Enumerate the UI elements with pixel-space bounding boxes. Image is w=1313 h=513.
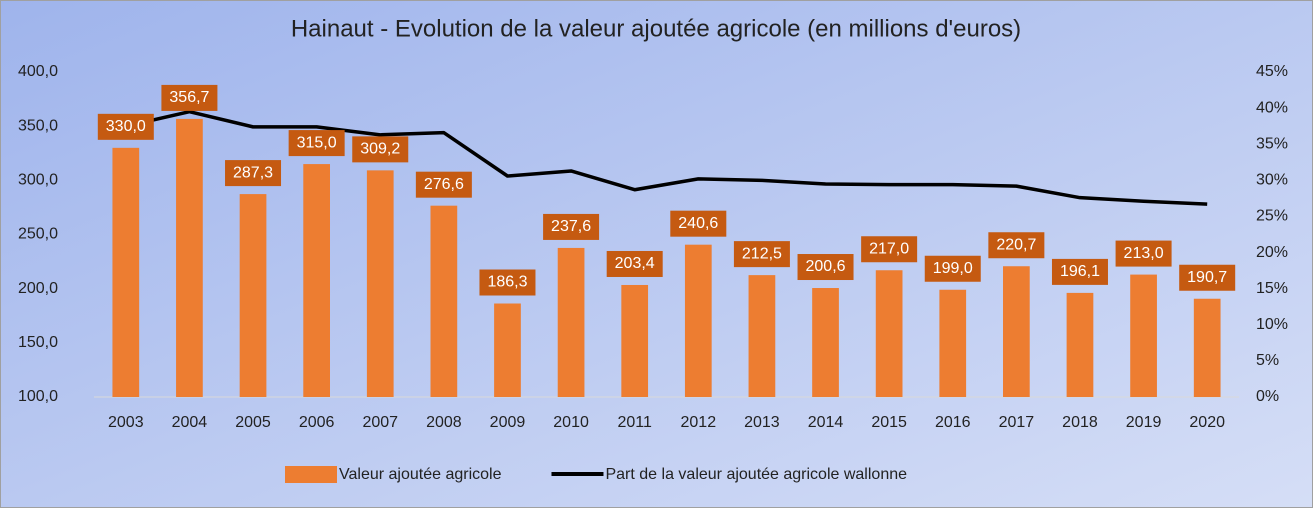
data-label-box [415,171,472,198]
data-label-box [1115,240,1172,267]
bar [366,170,394,397]
bar [176,118,203,398]
data-label-box [924,255,981,282]
y2-tick-label: 5% [1256,352,1279,369]
data-label: 276,6 [424,176,464,193]
data-label-box [97,113,154,140]
bar [557,247,585,397]
data-label-box [670,210,727,237]
bar [748,275,776,397]
x-tick-label: 2015 [871,414,907,431]
chart-title: Hainaut - Evolution de la valeur ajoutée… [291,15,1021,42]
x-tick-label: 2013 [744,414,780,431]
data-label: 220,7 [996,236,1036,253]
legend-swatch [285,466,337,483]
data-label-box [861,236,918,263]
y2-tick-label: 10% [1256,316,1288,333]
x-tick-label: 2006 [299,414,335,431]
x-tick-label: 2020 [1189,414,1225,431]
bar [494,303,521,397]
x-tick-label: 2003 [108,414,144,431]
x-tick-label: 2005 [235,414,271,431]
bar [684,244,712,397]
x-tick-label: 2004 [172,414,208,431]
data-label: 217,0 [869,240,909,257]
data-label-box [733,241,790,268]
y-tick-label: 400,0 [18,63,58,80]
data-label-box [352,136,409,163]
y-tick-label: 250,0 [18,226,58,243]
x-tick-label: 2010 [553,414,589,431]
x-tick-label: 2018 [1062,414,1098,431]
x-tick-label: 2011 [617,414,652,431]
bar [1066,292,1094,397]
y2-tick-label: 35% [1256,135,1288,152]
legend-label: Valeur ajoutée agricole [339,466,502,483]
x-tick-label: 2012 [681,414,717,431]
data-label-box [988,232,1045,259]
data-label: 315,0 [297,134,337,151]
bar [939,289,967,397]
data-label-box [797,254,854,281]
bar [812,288,839,397]
y2-tick-label: 20% [1256,244,1288,261]
x-tick-label: 2014 [808,414,844,431]
y2-tick-label: 30% [1256,172,1288,189]
data-label: 190,7 [1187,269,1227,286]
bar [1130,274,1157,397]
y-tick-label: 100,0 [18,388,58,405]
data-label-box [225,160,282,187]
x-tick-label: 2008 [426,414,462,431]
y-tick-label: 350,0 [18,117,58,134]
bar [1193,298,1221,397]
bar [621,284,649,397]
data-label: 200,6 [806,258,846,275]
y2-tick-label: 45% [1256,63,1288,80]
data-label: 237,6 [551,218,591,235]
data-label: 212,5 [742,245,782,262]
y2-tick-label: 25% [1256,208,1288,225]
bar [430,205,458,397]
x-tick-label: 2019 [1126,414,1162,431]
data-label: 240,6 [678,215,718,232]
data-label: 309,2 [360,141,400,158]
data-label-box [1051,258,1108,285]
data-label-box [479,269,536,296]
data-label: 186,3 [487,274,527,291]
bar [875,270,903,397]
data-label: 196,1 [1060,263,1100,280]
bar [1003,266,1030,397]
legend-label: Part de la valeur ajoutée agricole wallo… [605,466,907,483]
data-label: 213,0 [1124,245,1164,262]
data-label-box [161,84,218,111]
x-tick-label: 2016 [935,414,971,431]
x-tick-label: 2017 [999,414,1035,431]
y2-tick-label: 15% [1256,280,1288,297]
data-label: 330,0 [106,118,146,135]
y-tick-label: 150,0 [18,334,58,351]
bar [303,164,330,397]
data-label-box [1179,264,1236,291]
bar [239,194,267,397]
y-tick-label: 200,0 [18,280,58,297]
data-label: 199,0 [933,260,973,277]
line [125,109,1208,206]
x-tick-label: 2007 [362,414,398,431]
data-label: 356,7 [169,89,209,106]
data-label-box [543,213,600,240]
x-tick-label: 2009 [490,414,526,431]
data-label: 203,4 [615,255,655,272]
y-tick-label: 300,0 [18,172,58,189]
data-label-box [606,250,663,277]
y2-tick-label: 40% [1256,99,1288,116]
data-label: 287,3 [233,164,273,181]
data-label-box [288,130,345,157]
bar [112,147,140,397]
y2-tick-label: 0% [1256,388,1279,405]
